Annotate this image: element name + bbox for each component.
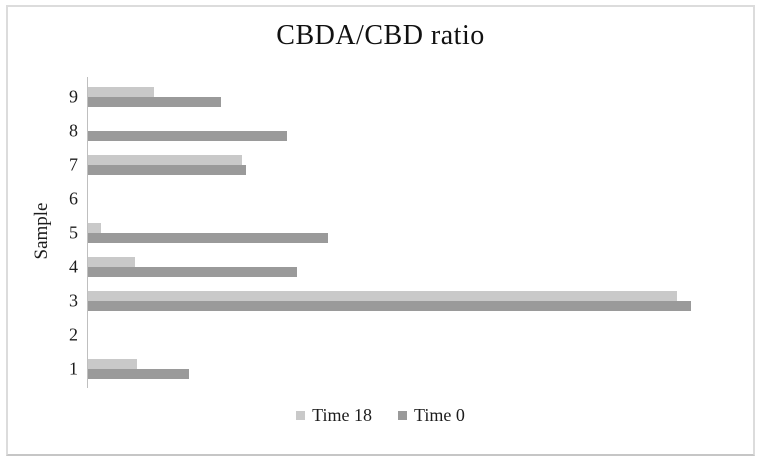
category-row-sample-1: 1 <box>69 352 745 386</box>
bar-time-18-sample-7 <box>88 155 243 165</box>
bar-time-0-sample-9 <box>88 97 221 107</box>
bar-time-18-sample-9 <box>88 87 155 97</box>
y-tick-label: 1 <box>69 358 78 379</box>
legend-label-time-18: Time 18 <box>312 405 372 425</box>
legend-item-time-0: Time 0 <box>398 405 465 426</box>
legend-item-time-18: Time 18 <box>296 405 372 426</box>
category-row-sample-4: 4 <box>69 250 745 284</box>
category-row-sample-7: 7 <box>69 148 745 182</box>
y-axis-line <box>87 77 88 388</box>
bar-time-0-sample-1 <box>88 369 190 379</box>
y-tick-label: 5 <box>69 222 78 243</box>
y-tick-label: 6 <box>69 188 78 209</box>
bar-time-0-sample-4 <box>88 267 298 277</box>
legend-swatch-time-18 <box>296 411 306 420</box>
y-tick-label: 4 <box>69 256 78 277</box>
category-row-sample-8: 8 <box>69 114 745 148</box>
y-tick-label: 3 <box>69 290 78 311</box>
y-tick-label: 2 <box>69 324 78 345</box>
bar-time-0-sample-8 <box>88 131 287 141</box>
bar-time-18-sample-3 <box>88 291 677 301</box>
chart-title: CBDA/CBD ratio <box>276 20 485 51</box>
plot-rows: 9 8 7 6 5 4 3 2 1 <box>69 80 745 386</box>
category-row-sample-6: 6 <box>69 182 745 216</box>
category-row-sample-5: 5 <box>69 216 745 250</box>
y-tick-label: 9 <box>69 86 78 107</box>
bar-time-0-sample-5 <box>88 233 329 243</box>
legend-swatch-time-0 <box>398 411 407 420</box>
category-row-sample-2: 2 <box>69 318 745 352</box>
bar-time-0-sample-3 <box>88 301 691 311</box>
category-row-sample-9: 9 <box>69 80 745 114</box>
plot-area: 9 8 7 6 5 4 3 2 1 <box>69 77 745 388</box>
y-tick-label: 8 <box>69 120 78 141</box>
legend: Time 18 Time 0 <box>0 405 761 426</box>
legend-label-time-0: Time 0 <box>414 405 465 425</box>
bar-time-18-sample-1 <box>88 359 138 369</box>
bar-time-18-sample-5 <box>88 223 102 233</box>
bar-time-0-sample-7 <box>88 165 246 175</box>
y-tick-label: 7 <box>69 154 78 175</box>
bar-time-18-sample-4 <box>88 257 135 267</box>
category-row-sample-3: 3 <box>69 284 745 318</box>
y-axis-title: Sample <box>31 202 52 260</box>
